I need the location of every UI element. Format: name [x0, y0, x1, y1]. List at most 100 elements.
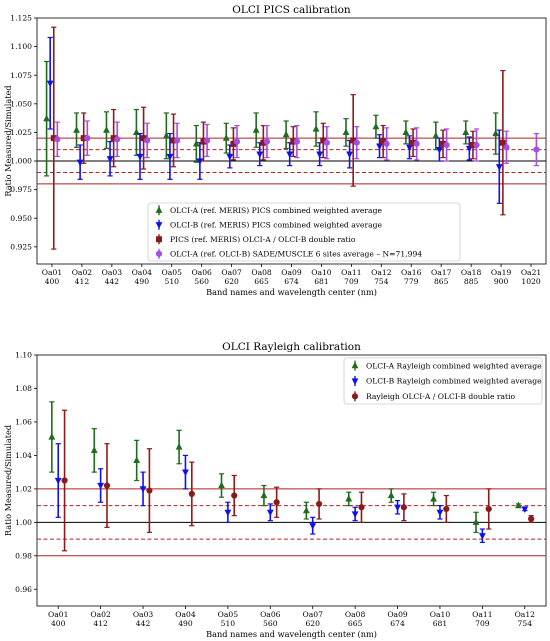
data-point [90, 446, 98, 453]
x-tick-band: Oa02 [72, 268, 93, 277]
x-tick-band: Oa01 [42, 268, 62, 277]
data-point [136, 153, 144, 161]
data-point [430, 494, 437, 502]
data-point [252, 126, 260, 133]
data-point [263, 138, 271, 145]
x-tick-band: Oa06 [191, 268, 212, 277]
data-point [61, 477, 68, 484]
x-tick-band: Oa11 [341, 268, 361, 277]
data-point [485, 505, 492, 513]
x-tick-wavelength: 490 [178, 619, 193, 628]
data-point [312, 124, 320, 132]
data-point [222, 134, 230, 141]
legend-label: Rayleigh OLCI-A / OLCI-B double ratio [366, 392, 516, 401]
series [46, 36, 503, 204]
data-point [290, 138, 297, 145]
data-point [139, 486, 147, 493]
x-tick-wavelength: 665 [254, 277, 269, 286]
plot-frame [36, 354, 547, 607]
x-tick-band: Oa05 [218, 610, 239, 619]
x-tick-band: Oa01 [48, 610, 68, 619]
x-tick-band: Oa04 [132, 268, 153, 277]
data-point [203, 137, 211, 144]
data-point [146, 487, 153, 494]
data-point [226, 153, 234, 161]
data-point [182, 469, 189, 477]
x-tick-wavelength: 865 [434, 277, 449, 286]
data-point [436, 146, 443, 154]
x-tick-band: Oa08 [251, 268, 272, 277]
data-point [478, 533, 486, 540]
x-tick-wavelength: 709 [344, 277, 359, 286]
y-tick-label: 1.075 [10, 71, 32, 80]
data-point [54, 136, 61, 143]
y-axis-label: Ratio Measured/Simulated [3, 85, 13, 196]
legend-label: PICS (ref. MERIS) OLCI-A / OLCI-B double… [170, 235, 356, 244]
data-point [323, 139, 330, 146]
data-point [302, 506, 310, 514]
data-point [174, 137, 181, 144]
data-point [286, 151, 294, 159]
data-point [188, 490, 195, 497]
data-point [106, 156, 114, 163]
x-tick-wavelength: 560 [263, 619, 278, 628]
y-tick-label: 0.98 [15, 551, 32, 560]
x-tick-wavelength: 674 [390, 619, 405, 628]
data-point [443, 505, 450, 513]
x-tick-band: Oa07 [221, 268, 242, 277]
legend-label: OLCI-A (ref. MERIS) PICS combined weight… [170, 206, 382, 215]
data-point [162, 131, 170, 139]
data-point [80, 135, 87, 142]
data-point [528, 515, 535, 523]
series [43, 60, 500, 177]
data-point [260, 139, 267, 146]
legend-marker [351, 361, 359, 369]
legend-label: OLCI-A Rayleigh combined weighted averag… [366, 361, 542, 370]
data-point [233, 138, 241, 145]
y-tick-label: 1.08 [15, 384, 32, 393]
legend-marker [351, 378, 359, 385]
data-point [342, 128, 350, 136]
x-tick-band: Oa09 [387, 610, 408, 619]
legend-box [343, 357, 543, 405]
series [48, 401, 522, 533]
data-point [293, 138, 300, 145]
x-tick-band: Oa02 [90, 610, 111, 619]
data-point [443, 141, 450, 149]
x-tick-wavelength: 490 [135, 277, 150, 286]
data-point [84, 135, 91, 142]
legend-marker [155, 206, 163, 213]
y-tick-label: 0.925 [10, 242, 32, 251]
data-point [110, 135, 117, 142]
data-point [170, 137, 177, 144]
data-point [230, 140, 237, 147]
y-tick-label: 1.10 [15, 351, 32, 360]
y-tick-label: 1.050 [10, 99, 32, 108]
data-point [495, 164, 503, 171]
legend: OLCI-A (ref. MERIS) PICS combined weight… [147, 202, 461, 262]
data-point [218, 481, 225, 489]
data-point [499, 139, 506, 146]
y-tick-label: 1.100 [10, 42, 32, 51]
data-point [413, 140, 420, 147]
x-tick-band: Oa18 [461, 268, 482, 277]
x-tick-band: Oa07 [302, 610, 323, 619]
x-tick-wavelength: 442 [136, 619, 151, 628]
x-tick-band: Oa19 [491, 268, 512, 277]
data-point [432, 131, 440, 139]
x-tick-band: Oa16 [401, 268, 422, 277]
x-tick-band: Oa03 [102, 268, 123, 277]
data-point [192, 139, 200, 147]
data-point [472, 518, 480, 525]
x-tick-wavelength: 412 [93, 619, 108, 628]
x-tick-wavelength: 681 [314, 277, 329, 286]
y-tick-label: 0.96 [15, 585, 32, 594]
data-point [48, 432, 56, 440]
data-point [387, 491, 395, 499]
y-tick-label: 0.950 [10, 214, 32, 223]
data-point [358, 504, 365, 511]
x-tick-band: Oa10 [430, 610, 451, 619]
y-tick-label: 1.025 [10, 128, 32, 137]
data-point [503, 144, 510, 151]
data-point [54, 477, 62, 485]
